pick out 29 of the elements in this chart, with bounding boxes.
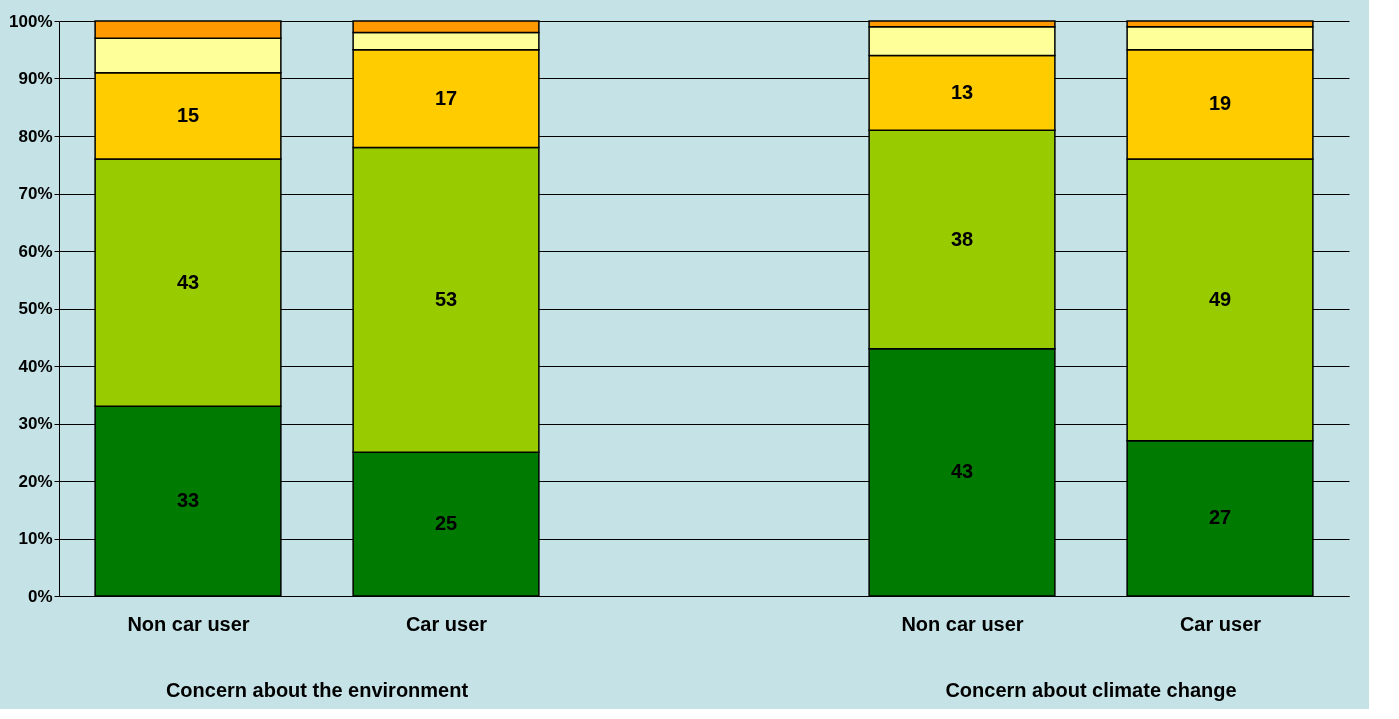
data-label: 25 [434,512,458,535]
x-tick-label: Non car user [901,612,1024,635]
y-tick-label: 50% [18,299,53,318]
data-label: 33 [176,489,200,512]
data-label: 43 [176,270,200,293]
y-tick-label: 100% [9,11,53,31]
data-label: 13 [950,80,974,103]
y-tick-label: 0% [27,586,53,606]
text: Concern about climate change [945,679,1237,701]
data-label: 15 [176,103,200,126]
data-label: 43 [950,460,974,483]
y-tick-label: 70% [18,184,53,203]
data-label: 38 [950,227,974,250]
data-label: 19 [1208,92,1232,115]
y-tick-label: 20% [18,471,53,491]
y-tick-label: 10% [18,529,53,548]
x-tick-label: Car user [405,612,488,635]
y-tick-label: 90% [18,69,53,88]
y-tick-label: 40% [18,356,53,376]
data-label: 49 [1208,287,1232,310]
y-tick-label: 80% [18,126,53,146]
data-label: 27 [1208,506,1232,529]
text: Concern about the environment [165,679,469,701]
y-tick-label: 30% [18,414,53,433]
y-tick-label: 60% [18,241,53,261]
data-label: 53 [434,287,458,310]
data-label: 17 [434,86,458,109]
x-tick-label: Car user [1179,612,1262,635]
x-tick-label: Non car user [127,612,250,635]
